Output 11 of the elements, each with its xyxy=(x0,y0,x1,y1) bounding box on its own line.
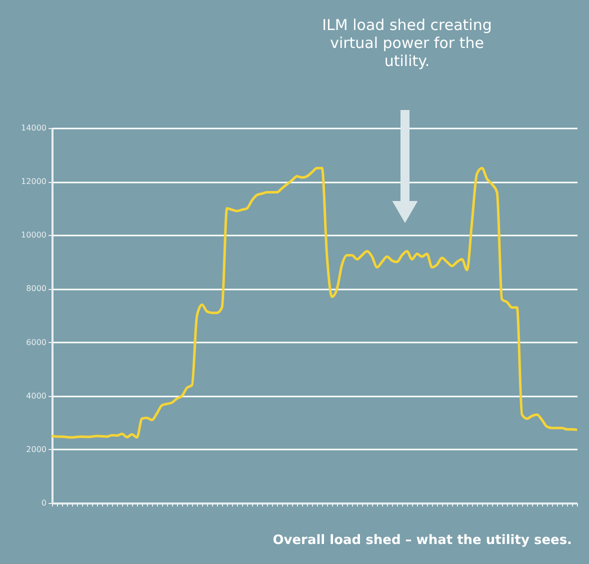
y-tick-label: 6000 xyxy=(26,338,46,347)
text: ILM load shed creating virtual power for the utility. xyxy=(322,16,492,70)
text: Overall load shed – what the utility sees. xyxy=(272,533,572,548)
y-tick-label: 2000 xyxy=(26,444,46,454)
y-tick-label: 8000 xyxy=(26,284,46,294)
y-tick-label: 0 xyxy=(41,498,46,508)
y-tick-label: 4000 xyxy=(26,391,46,400)
y-tick-label: 10000 xyxy=(21,230,46,240)
y-tick-label: 12000 xyxy=(21,177,46,186)
line-series xyxy=(50,166,578,439)
y-tick-label: 14000 xyxy=(21,124,46,132)
